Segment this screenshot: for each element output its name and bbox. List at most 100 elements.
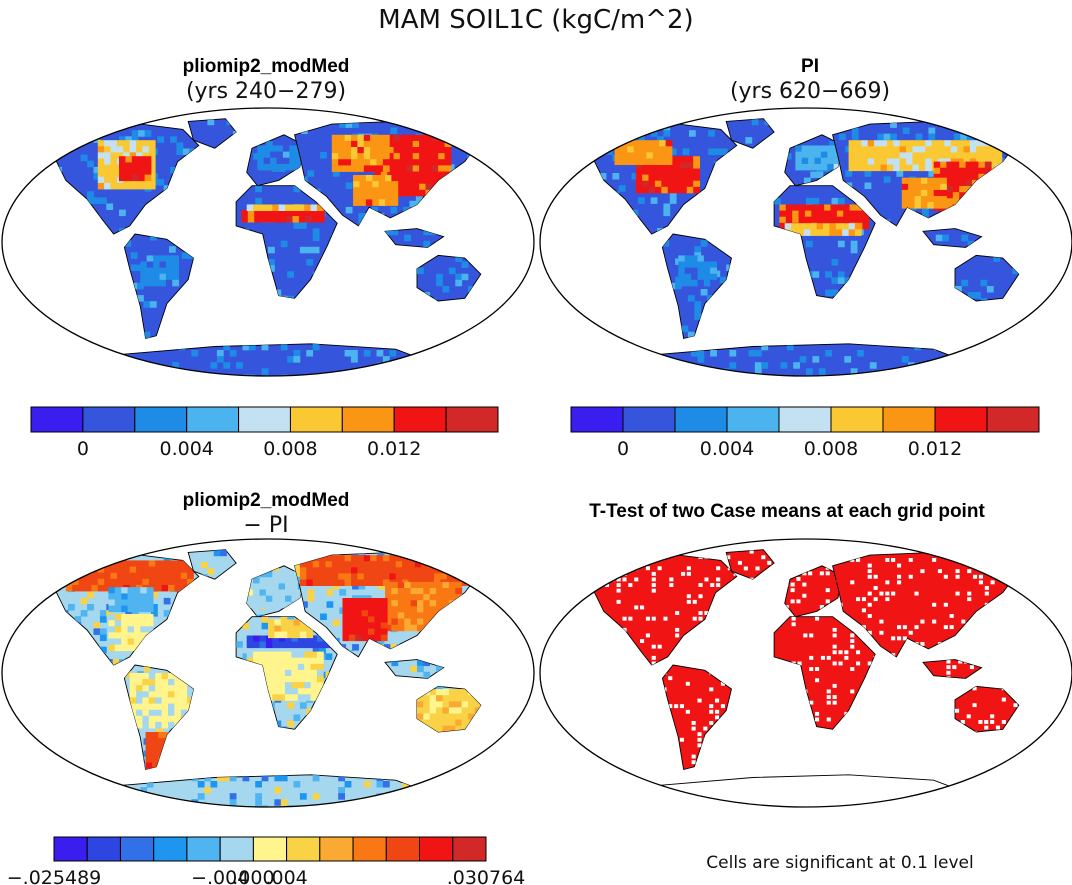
grid-cell xyxy=(99,659,107,665)
grid-cell xyxy=(899,140,907,147)
grid-cell xyxy=(247,216,255,223)
insignificant-cell xyxy=(803,706,808,711)
grid-cell xyxy=(131,156,139,163)
grid-cell xyxy=(691,273,698,281)
colorbar-tick-label: .004 xyxy=(265,867,307,885)
grid-cell xyxy=(161,566,169,574)
insignificant-cell xyxy=(1002,569,1007,574)
grid-cell xyxy=(285,571,292,578)
grid-cell xyxy=(108,599,116,606)
grid-cell xyxy=(187,715,194,723)
grid-cell xyxy=(423,612,431,619)
colorbar-swatch xyxy=(53,836,88,862)
grid-cell xyxy=(436,279,443,287)
grid-cell xyxy=(310,657,318,665)
grid-cell xyxy=(397,618,405,625)
grid-cell xyxy=(124,301,132,308)
grid-cell xyxy=(87,197,94,204)
grid-cell xyxy=(886,140,894,147)
grid-cell xyxy=(348,634,356,642)
grid-cell xyxy=(153,343,160,351)
colorbar-swatch xyxy=(219,836,254,862)
grid-cell xyxy=(104,146,111,153)
grid-cell xyxy=(299,573,307,580)
grid-cell xyxy=(306,246,314,254)
insignificant-cell xyxy=(715,715,720,720)
grid-cell xyxy=(351,356,358,363)
grid-cell xyxy=(108,593,116,600)
insignificant-cell xyxy=(902,625,907,630)
grid-cell xyxy=(189,659,197,665)
grid-cell xyxy=(880,158,888,165)
panel-2-title: PI xyxy=(801,56,819,77)
grid-cell xyxy=(180,566,188,574)
grid-cell xyxy=(391,624,399,632)
grid-cell xyxy=(459,567,467,574)
insignificant-cell xyxy=(727,633,732,638)
grid-cell xyxy=(207,568,215,575)
grid-cell xyxy=(652,140,660,147)
insignificant-cell xyxy=(984,725,989,730)
grid-cell xyxy=(108,644,116,652)
grid-cell xyxy=(414,805,422,807)
grid-cell xyxy=(992,182,999,189)
grid-cell xyxy=(697,350,705,357)
insignificant-cell xyxy=(599,566,604,571)
grid-cell xyxy=(467,644,474,651)
grid-cell xyxy=(397,624,405,632)
insignificant-cell xyxy=(726,743,731,748)
grid-cell xyxy=(301,127,308,134)
insignificant-cell xyxy=(856,552,861,557)
grid-cell xyxy=(700,325,708,333)
grid-cell xyxy=(726,301,732,308)
insignificant-cell xyxy=(640,605,645,610)
grid-cell xyxy=(376,134,384,142)
insignificant-cell xyxy=(1014,636,1019,641)
grid-cell xyxy=(814,145,822,152)
grid-cell xyxy=(385,175,392,182)
grid-cell xyxy=(380,171,388,178)
grid-cell xyxy=(417,255,424,262)
grid-cell xyxy=(877,219,885,226)
grid-cell xyxy=(940,177,947,185)
grid-cell xyxy=(927,183,935,191)
grid-cell xyxy=(429,701,437,708)
colorbar-swatch xyxy=(86,836,121,862)
grid-cell xyxy=(363,134,371,142)
insignificant-cell xyxy=(850,633,855,638)
grid-cell xyxy=(259,641,267,649)
grid-cell xyxy=(123,566,131,574)
grid-cell xyxy=(74,652,82,660)
grid-cell xyxy=(473,133,481,141)
grid-cell xyxy=(124,240,132,247)
grid-cell xyxy=(436,731,443,732)
insignificant-cell xyxy=(961,619,966,624)
grid-cell xyxy=(220,549,227,557)
grid-cell xyxy=(843,216,850,224)
grid-cell xyxy=(797,229,805,236)
grid-cell xyxy=(121,787,128,794)
grid-cell xyxy=(425,171,433,178)
grid-cell xyxy=(669,228,677,234)
grid-cell xyxy=(467,613,474,620)
grid-cell xyxy=(129,152,137,159)
grid-cell xyxy=(869,362,877,369)
grid-cell xyxy=(146,267,154,275)
grid-cell xyxy=(689,209,696,217)
grid-cell xyxy=(339,121,347,128)
grid-cell xyxy=(391,588,399,595)
significance-note: Cells are significant at 0.1 level xyxy=(706,853,973,873)
grid-cell xyxy=(372,181,380,188)
grid-cell xyxy=(265,583,273,590)
grid-cell xyxy=(460,601,468,608)
grid-cell xyxy=(933,173,941,181)
grid-cell xyxy=(893,152,900,159)
grid-cell xyxy=(174,703,182,711)
grid-cell xyxy=(316,694,324,701)
insignificant-cell xyxy=(784,571,789,576)
grid-cell xyxy=(618,130,626,137)
grid-cell xyxy=(440,573,448,580)
grid-cell xyxy=(125,610,133,617)
grid-cell xyxy=(378,187,386,194)
grid-cell xyxy=(395,805,403,807)
